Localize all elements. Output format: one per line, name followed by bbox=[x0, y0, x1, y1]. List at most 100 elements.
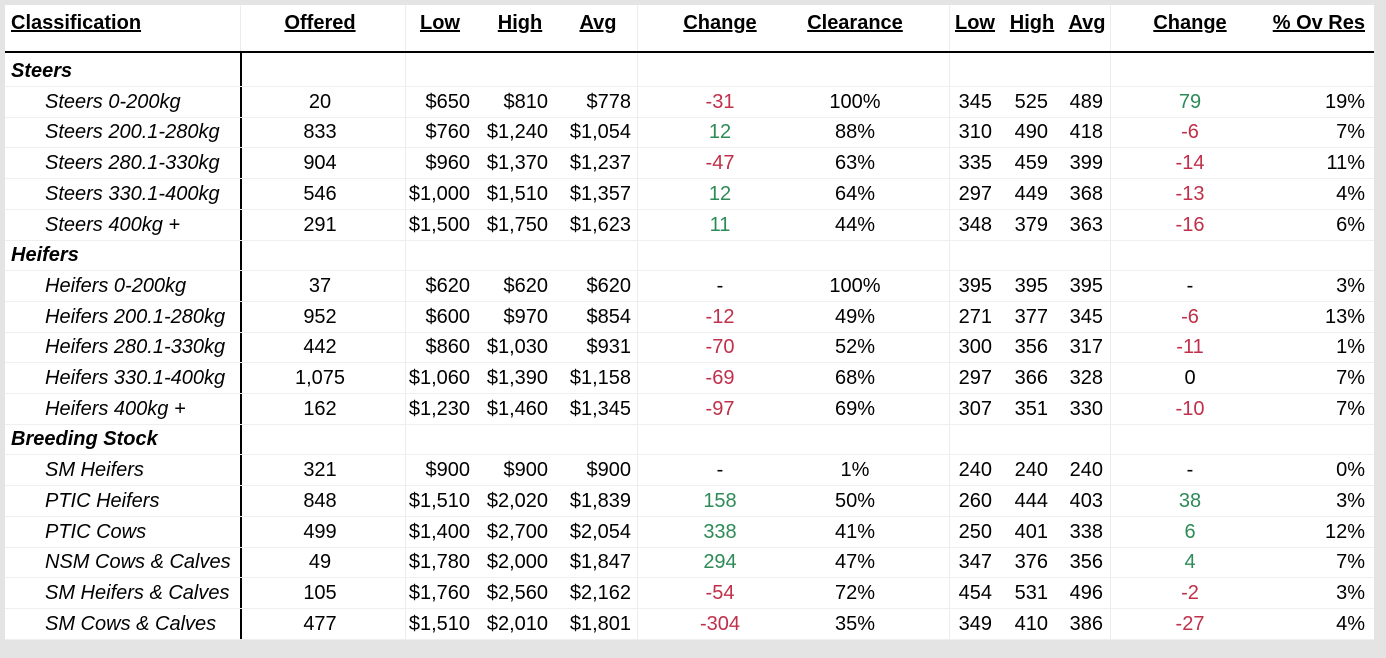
change-2-cell: 6 bbox=[1184, 520, 1196, 543]
clearance-cell: 88% bbox=[834, 121, 876, 144]
header-low-2: Low bbox=[955, 12, 995, 34]
ovres-cell: 1% bbox=[1336, 336, 1365, 359]
low-2-cell: 271 bbox=[958, 305, 992, 328]
header-change: Change bbox=[683, 12, 757, 34]
high-2-cell: 401 bbox=[1014, 520, 1048, 543]
column-gridline bbox=[1110, 5, 1111, 639]
low-cell: $1,510 bbox=[408, 612, 470, 635]
low-2-cell: 348 bbox=[958, 213, 992, 236]
change-2-cell: -16 bbox=[1175, 213, 1205, 236]
ovres-cell: 13% bbox=[1324, 305, 1365, 328]
avg-cell: $1,054 bbox=[569, 121, 631, 144]
change-2-cell: 79 bbox=[1178, 90, 1202, 113]
ovres-cell: 7% bbox=[1336, 397, 1365, 420]
change-cell: -69 bbox=[705, 367, 735, 389]
avg-cell: $620 bbox=[586, 274, 632, 297]
clearance-cell: 63% bbox=[834, 152, 876, 175]
classification-name: PTIC Heifers bbox=[45, 489, 160, 512]
low-2-cell: 347 bbox=[958, 551, 992, 574]
low-cell: $1,780 bbox=[408, 551, 470, 574]
avg-2-cell: 368 bbox=[1069, 182, 1103, 205]
low-2-cell: 310 bbox=[958, 121, 992, 144]
avg-cell: $854 bbox=[586, 305, 632, 328]
offered-cell: 1,075 bbox=[294, 367, 346, 389]
avg-cell: $2,162 bbox=[569, 581, 631, 604]
offered-cell: 477 bbox=[303, 612, 337, 635]
header-divider bbox=[5, 51, 1374, 53]
cattle-market-report-table: Classification Offered Low High Avg Chan… bbox=[5, 5, 1374, 640]
avg-2-cell: 403 bbox=[1069, 489, 1103, 512]
low-2-cell: 395 bbox=[958, 274, 992, 297]
avg-cell: $900 bbox=[586, 459, 632, 482]
low-cell: $600 bbox=[425, 305, 471, 328]
high-cell: $2,020 bbox=[486, 489, 548, 512]
high-2-cell: 449 bbox=[1014, 182, 1048, 205]
avg-2-cell: 386 bbox=[1069, 612, 1103, 635]
high-cell: $810 bbox=[503, 90, 549, 113]
header-clearance: Clearance bbox=[807, 12, 903, 34]
clearance-cell: 47% bbox=[834, 551, 876, 574]
high-cell: $2,010 bbox=[486, 612, 548, 635]
avg-cell: $778 bbox=[586, 90, 632, 113]
change-cell: -70 bbox=[705, 336, 735, 359]
low-cell: $760 bbox=[425, 121, 471, 144]
high-cell: $1,240 bbox=[486, 121, 548, 144]
avg-cell: $1,801 bbox=[569, 612, 631, 635]
low-cell: $900 bbox=[425, 459, 471, 482]
high-2-cell: 356 bbox=[1014, 336, 1048, 359]
classification-name: Steers 200.1-280kg bbox=[45, 121, 220, 144]
offered-cell: 321 bbox=[303, 459, 337, 482]
avg-2-cell: 338 bbox=[1069, 520, 1103, 543]
low-2-cell: 307 bbox=[958, 397, 992, 420]
high-2-cell: 531 bbox=[1014, 581, 1048, 604]
change-2-cell: -6 bbox=[1181, 121, 1199, 144]
column-gridline bbox=[949, 5, 950, 639]
clearance-cell: 41% bbox=[834, 520, 876, 543]
high-cell: $1,390 bbox=[486, 367, 548, 389]
classification-name: NSM Cows & Calves bbox=[45, 551, 231, 574]
header-avg: Avg bbox=[579, 12, 617, 34]
offered-cell: 291 bbox=[303, 213, 337, 236]
avg-cell: $2,054 bbox=[569, 520, 631, 543]
high-2-cell: 459 bbox=[1014, 152, 1048, 175]
table-row: Steers 280.1-330kg 904 $960 $1,370 $1,237 -47… bbox=[5, 148, 1374, 180]
avg-2-cell: 363 bbox=[1069, 213, 1103, 236]
high-2-cell: 376 bbox=[1014, 551, 1048, 574]
change-cell: 12 bbox=[708, 121, 732, 144]
change-cell: - bbox=[716, 274, 724, 297]
classification-name: Steers 330.1-400kg bbox=[45, 182, 220, 205]
low-cell: $860 bbox=[425, 336, 471, 359]
avg-cell: $1,847 bbox=[569, 551, 631, 574]
table-row: SM Heifers & Calves 105 $1,760 $2,560 $2,162… bbox=[5, 578, 1374, 609]
section-header-row: Steers bbox=[5, 56, 1374, 87]
high-cell: $1,510 bbox=[486, 182, 548, 205]
change-2-cell: -13 bbox=[1175, 182, 1205, 205]
table-row: PTIC Cows 499 $1,400 $2,700 $2,054 338 41% 250 4… bbox=[5, 517, 1374, 548]
high-cell: $1,370 bbox=[486, 152, 548, 175]
ovres-cell: 3% bbox=[1336, 274, 1365, 297]
clearance-cell: 35% bbox=[834, 612, 876, 635]
table-row: Heifers 400kg + 162 $1,230 $1,460 $1,345 -97 6… bbox=[5, 394, 1374, 425]
ovres-cell: 7% bbox=[1336, 551, 1365, 574]
section-header-row: Breeding Stock bbox=[5, 424, 1374, 456]
ovres-cell: 7% bbox=[1336, 121, 1365, 144]
offered-cell: 833 bbox=[303, 121, 337, 144]
table-row: SM Heifers 321 $900 $900 $900 - 1% 240 240 240 - 0% bbox=[5, 455, 1374, 487]
high-2-cell: 410 bbox=[1014, 612, 1048, 635]
table-row: Steers 0-200kg 20 $650 $810 $778 -31 100% 345 52… bbox=[5, 87, 1374, 118]
table-row: Steers 200.1-280kg 833 $760 $1,240 $1,054 12 8… bbox=[5, 117, 1374, 149]
high-2-cell: 366 bbox=[1014, 367, 1048, 389]
low-cell: $1,760 bbox=[408, 581, 470, 604]
change-cell: -31 bbox=[705, 90, 735, 113]
offered-cell: 546 bbox=[303, 182, 337, 205]
column-gridline bbox=[405, 5, 406, 639]
table-row: Heifers 280.1-330kg 442 $860 $1,030 $931 -70 5… bbox=[5, 332, 1374, 364]
section-label: Steers bbox=[11, 60, 73, 82]
high-cell: $620 bbox=[503, 274, 549, 297]
change-cell: -47 bbox=[705, 152, 735, 175]
low-cell: $1,000 bbox=[408, 182, 470, 205]
change-cell: 338 bbox=[703, 520, 737, 543]
change-cell: 12 bbox=[708, 182, 732, 205]
offered-cell: 20 bbox=[308, 90, 332, 113]
classification-name: Heifers 330.1-400kg bbox=[45, 367, 226, 389]
